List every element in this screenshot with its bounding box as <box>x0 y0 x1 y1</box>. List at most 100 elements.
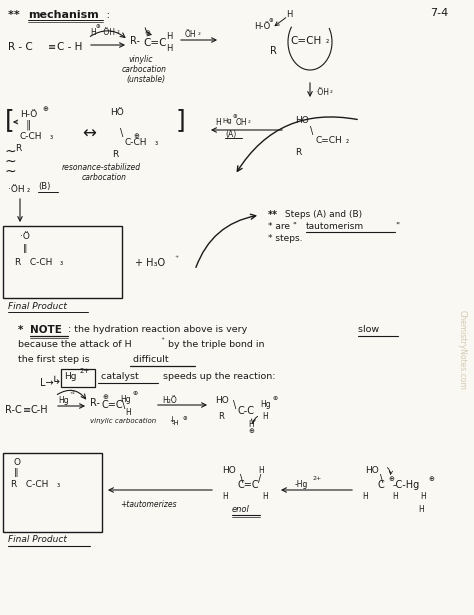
FancyBboxPatch shape <box>61 369 95 387</box>
Text: H-Ö: H-Ö <box>254 22 270 31</box>
Text: [: [ <box>5 108 15 132</box>
Text: **: ** <box>268 210 278 220</box>
Text: -C-Hg: -C-Hg <box>393 480 420 490</box>
Text: ₂: ₂ <box>117 28 120 34</box>
Text: ]: ] <box>176 108 186 132</box>
Text: ⁺²: ⁺² <box>70 392 76 397</box>
Text: HO: HO <box>365 466 379 475</box>
Text: : the hydration reaction above is very: : the hydration reaction above is very <box>68 325 247 334</box>
Text: carbocation: carbocation <box>82 173 127 182</box>
Text: OH: OH <box>236 118 247 127</box>
Text: slow: slow <box>355 325 379 334</box>
Text: NOTE: NOTE <box>30 325 62 335</box>
Text: ·ÖH: ·ÖH <box>315 88 329 97</box>
Text: ⊕: ⊕ <box>428 476 434 482</box>
Text: 2+: 2+ <box>80 368 90 374</box>
Text: the first step is: the first step is <box>18 355 90 364</box>
Text: Steps (A) and (B): Steps (A) and (B) <box>282 210 362 219</box>
Text: ·Ö: ·Ö <box>20 232 30 241</box>
Text: H: H <box>262 492 268 501</box>
Text: by the triple bond in: by the triple bond in <box>165 340 264 349</box>
Text: ↳: ↳ <box>52 376 61 386</box>
Text: H: H <box>420 492 426 501</box>
Text: HO: HO <box>295 116 309 125</box>
Text: ₂: ₂ <box>198 30 201 36</box>
Text: ‖: ‖ <box>20 120 31 130</box>
Text: tautomerism: tautomerism <box>306 222 364 231</box>
Text: ⊕: ⊕ <box>96 24 100 29</box>
Text: ChemistryNotes.com: ChemistryNotes.com <box>457 310 466 390</box>
Text: H-Ö: H-Ö <box>20 110 37 119</box>
Text: R-: R- <box>130 36 140 46</box>
Text: H: H <box>362 492 368 501</box>
Text: /: / <box>258 474 261 484</box>
Text: HO: HO <box>215 396 229 405</box>
Text: ₃: ₃ <box>57 480 60 489</box>
Text: ↓: ↓ <box>168 415 175 424</box>
Text: \: \ <box>233 400 236 410</box>
Text: ⊕: ⊕ <box>132 391 137 396</box>
Text: C-H: C-H <box>31 405 49 415</box>
Text: (A): (A) <box>225 130 236 139</box>
Text: C-CH: C-CH <box>125 138 147 147</box>
Text: ·ÖH: ·ÖH <box>101 28 115 37</box>
FancyBboxPatch shape <box>3 453 102 532</box>
Text: R: R <box>10 480 16 489</box>
Text: H: H <box>262 412 268 421</box>
Text: ‖: ‖ <box>14 468 18 477</box>
Text: C=C: C=C <box>238 480 260 490</box>
Text: ~: ~ <box>5 165 17 179</box>
Text: ⊕: ⊕ <box>233 114 237 119</box>
Text: R-: R- <box>90 398 100 408</box>
Text: ≡: ≡ <box>48 42 56 52</box>
Text: \: \ <box>380 474 383 484</box>
Text: Hg: Hg <box>58 396 69 405</box>
Text: ⊕: ⊕ <box>42 106 48 112</box>
Text: + H₃O: + H₃O <box>135 258 165 268</box>
Text: R-C: R-C <box>5 405 22 415</box>
Text: mechanism: mechanism <box>28 10 99 20</box>
Text: ≡: ≡ <box>23 405 31 415</box>
Text: H: H <box>418 505 424 514</box>
Text: enol: enol <box>232 505 250 514</box>
Text: 7-4: 7-4 <box>430 8 448 18</box>
Text: ₂: ₂ <box>326 36 329 45</box>
Text: +tautomerizes: +tautomerizes <box>120 500 177 509</box>
Text: vinylic: vinylic <box>128 55 153 64</box>
Text: R: R <box>270 46 277 56</box>
Text: ₃: ₃ <box>60 258 63 267</box>
Text: ₂: ₂ <box>330 88 333 94</box>
Text: R: R <box>15 144 21 153</box>
Text: \: \ <box>240 474 243 484</box>
Text: \: \ <box>122 400 125 410</box>
Text: Final Product: Final Product <box>8 535 67 544</box>
Text: carbocation: carbocation <box>122 65 167 74</box>
Text: ": " <box>395 222 399 231</box>
Text: R: R <box>112 150 118 159</box>
Text: R: R <box>218 412 224 421</box>
Text: speeds up the reaction:: speeds up the reaction: <box>160 372 275 381</box>
Text: C-CH: C-CH <box>27 258 52 267</box>
Text: ₃: ₃ <box>155 138 158 147</box>
Text: ~: ~ <box>5 145 17 159</box>
Text: ⊕: ⊕ <box>102 394 108 400</box>
Text: Hg: Hg <box>120 395 131 404</box>
Text: * steps.: * steps. <box>268 234 302 243</box>
Text: difficult: difficult <box>130 355 169 364</box>
Text: *: * <box>18 325 27 335</box>
Text: ₂: ₂ <box>27 185 30 194</box>
Text: C: C <box>378 480 385 490</box>
Text: ~: ~ <box>5 155 17 169</box>
Text: resonance-stabilized: resonance-stabilized <box>62 163 141 172</box>
Text: ‖: ‖ <box>20 244 27 253</box>
Text: ⊕: ⊕ <box>269 18 273 23</box>
Text: ·ÖH: ·ÖH <box>8 185 25 194</box>
Text: ⊕: ⊕ <box>388 476 394 482</box>
Text: vinylic carbocation: vinylic carbocation <box>90 418 156 424</box>
Text: **: ** <box>8 10 24 20</box>
Text: H: H <box>286 10 292 19</box>
Text: (B): (B) <box>38 182 50 191</box>
Text: L→: L→ <box>40 378 54 388</box>
Text: H: H <box>222 492 228 501</box>
Text: ₂: ₂ <box>248 118 251 124</box>
